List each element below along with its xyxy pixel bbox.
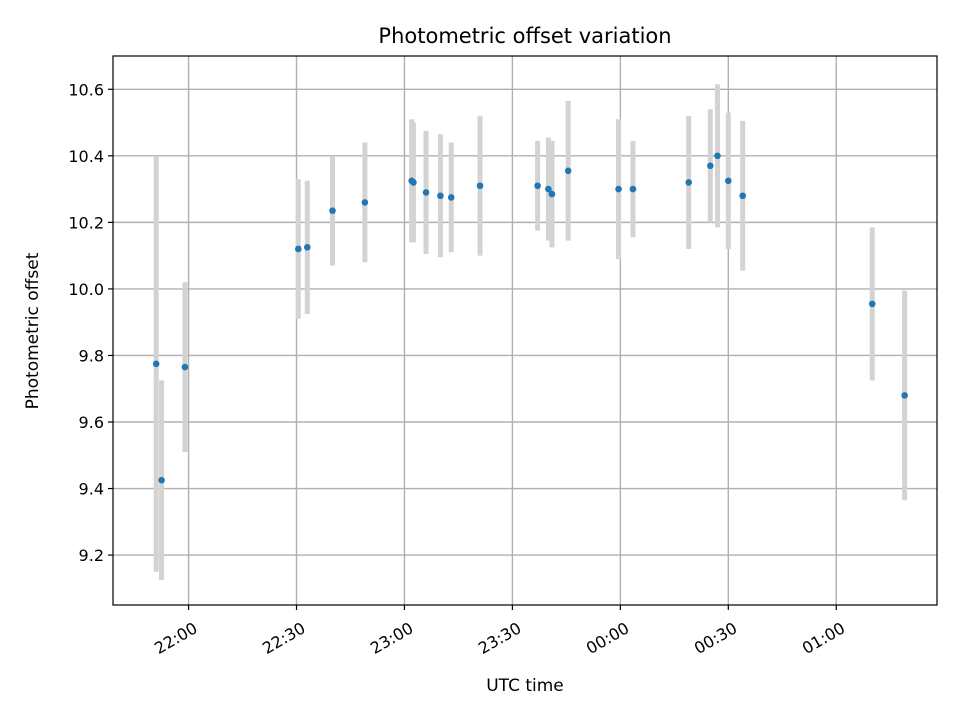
data-point	[707, 162, 714, 170]
data-point	[739, 192, 746, 200]
chart-title: Photometric offset variation	[378, 24, 671, 48]
data-point	[181, 363, 189, 371]
data-point	[901, 392, 908, 399]
y-tick-label: 9.2	[79, 546, 104, 565]
data-point	[158, 476, 165, 484]
y-tick-label: 9.6	[79, 413, 104, 432]
data-point	[725, 177, 732, 185]
data-point	[629, 185, 637, 193]
y-tick-label: 10.2	[68, 213, 104, 232]
data-point	[437, 192, 444, 200]
data-points	[152, 152, 908, 484]
data-point	[564, 167, 572, 175]
y-tick-label: 9.4	[79, 480, 104, 499]
y-tick-label: 9.8	[79, 346, 104, 365]
data-point	[410, 179, 417, 186]
data-point	[545, 185, 552, 193]
data-point	[534, 182, 541, 190]
data-point	[615, 185, 622, 193]
y-tick-label: 10.6	[68, 80, 104, 99]
y-tick-label: 10.0	[68, 280, 104, 299]
data-point	[422, 189, 430, 196]
y-axis-ticks: 9.2 9.4 9.6 9.8 10.0 10.2 10.4 10.6	[68, 80, 113, 565]
y-gridlines	[113, 88, 937, 556]
data-point	[329, 207, 336, 215]
data-point	[714, 152, 721, 160]
y-tick-label: 10.4	[68, 147, 104, 166]
data-point	[685, 179, 693, 186]
x-axis-label: UTC time	[486, 676, 564, 696]
data-point	[361, 199, 369, 206]
data-point	[304, 244, 311, 251]
data-point	[447, 194, 455, 201]
data-point	[868, 300, 876, 308]
data-point	[295, 245, 302, 253]
y-axis-label: Photometric offset	[23, 252, 43, 409]
data-point	[152, 360, 160, 368]
data-point	[476, 182, 484, 190]
data-point	[548, 190, 556, 198]
plot-frame	[112, 55, 938, 606]
